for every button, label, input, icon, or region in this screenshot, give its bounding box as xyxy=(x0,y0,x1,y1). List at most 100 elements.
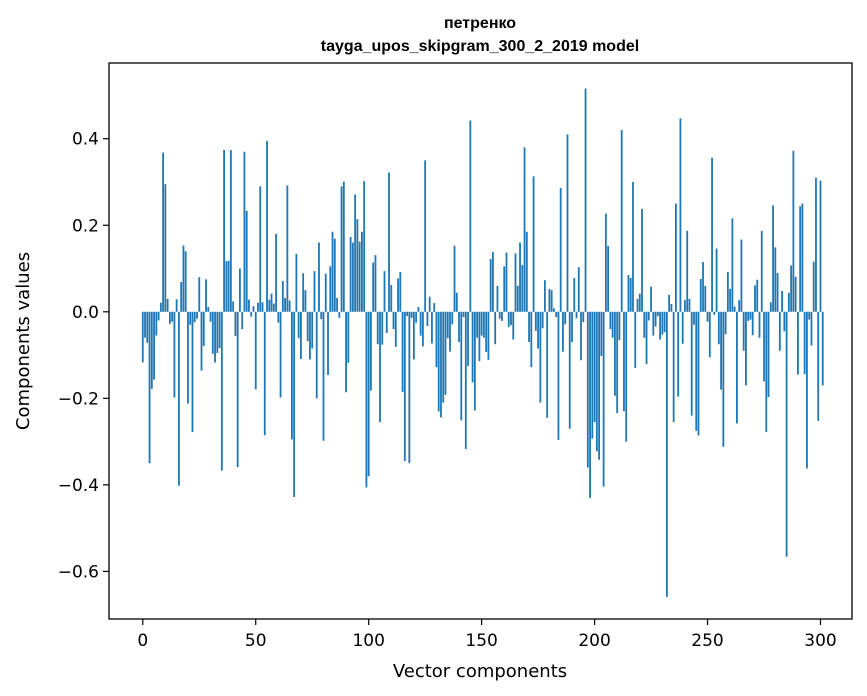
chart-title-line-2: tayga_upos_skipgram_300_2_2019 model xyxy=(321,38,639,55)
x-tick-label: 150 xyxy=(465,631,497,651)
bar-198 xyxy=(589,311,591,498)
y-tick-label: 0.4 xyxy=(72,130,99,150)
bar-115 xyxy=(401,311,404,392)
bar-179 xyxy=(546,311,549,418)
bar-125 xyxy=(424,160,427,312)
bar-15 xyxy=(175,299,178,312)
bar-129 xyxy=(433,303,436,312)
bar-289 xyxy=(794,276,797,312)
bar-152 xyxy=(485,311,488,353)
bar-130 xyxy=(435,311,438,368)
bar-147 xyxy=(473,311,476,411)
bar-273 xyxy=(758,311,761,338)
bar-108 xyxy=(385,311,388,333)
bar-285 xyxy=(785,311,788,557)
bar-156 xyxy=(494,311,497,345)
bar-105 xyxy=(379,311,381,423)
bar-38 xyxy=(227,260,230,312)
bar-95 xyxy=(356,219,359,312)
bar-243 xyxy=(690,311,693,416)
bar-245 xyxy=(695,311,698,431)
bar-177 xyxy=(541,311,544,329)
bar-197 xyxy=(586,311,589,468)
bar-266 xyxy=(742,311,745,351)
bar-206 xyxy=(607,246,610,312)
bar-189 xyxy=(568,311,571,429)
bar-204 xyxy=(602,311,605,487)
bar-0 xyxy=(141,311,144,363)
bar-49 xyxy=(252,306,255,312)
bar-64 xyxy=(286,185,289,312)
bar-12 xyxy=(168,311,171,324)
bar-11 xyxy=(166,298,169,312)
bar-193 xyxy=(577,267,580,312)
bar-85 xyxy=(333,238,336,312)
bar-83 xyxy=(329,266,332,312)
bar-187 xyxy=(564,311,567,325)
bar-72 xyxy=(304,290,307,312)
bar-110 xyxy=(390,284,393,312)
bar-150 xyxy=(480,311,483,336)
bar-275 xyxy=(763,311,765,382)
bar-236 xyxy=(675,203,677,312)
bar-101 xyxy=(370,311,372,391)
bar-220 xyxy=(638,293,641,312)
bar-234 xyxy=(670,304,673,312)
bar-173 xyxy=(532,176,535,312)
x-tick-label: 300 xyxy=(804,631,836,651)
bar-169 xyxy=(523,147,526,312)
bar-8 xyxy=(159,302,162,312)
bar-270 xyxy=(751,311,754,336)
x-tick-label: 250 xyxy=(691,631,723,651)
bar-201 xyxy=(595,311,598,452)
bar-253 xyxy=(713,311,716,315)
bar-203 xyxy=(600,311,603,356)
bar-58 xyxy=(272,303,275,312)
bar-222 xyxy=(643,311,646,338)
bar-46 xyxy=(245,210,248,312)
bar-299 xyxy=(817,311,820,421)
bar-165 xyxy=(514,253,517,312)
bar-265 xyxy=(740,239,743,312)
bar-100 xyxy=(367,311,370,477)
bar-68 xyxy=(295,253,298,312)
y-tick-label: −0.6 xyxy=(58,562,99,582)
bar-178 xyxy=(543,280,546,312)
bar-112 xyxy=(394,311,397,347)
bar-134 xyxy=(444,311,447,395)
bar-213 xyxy=(623,311,625,412)
bar-208 xyxy=(611,311,614,338)
bar-233 xyxy=(668,294,671,312)
bar-65 xyxy=(288,300,291,312)
bar-55 xyxy=(266,140,268,312)
bar-229 xyxy=(659,311,661,340)
bar-259 xyxy=(726,271,729,312)
bar-16 xyxy=(178,311,180,486)
bar-251 xyxy=(708,311,711,358)
bar-80 xyxy=(322,311,325,441)
bar-190 xyxy=(571,311,573,343)
bar-194 xyxy=(580,311,582,361)
bar-88 xyxy=(340,186,343,312)
bar-240 xyxy=(684,300,686,312)
x-axis: 0 50 100 150 200 250 300 xyxy=(137,619,837,651)
bar-167 xyxy=(519,242,521,312)
y-tick-label: −0.2 xyxy=(58,389,99,409)
bar-151 xyxy=(482,311,485,338)
bar-76 xyxy=(313,271,316,312)
bar-180 xyxy=(548,288,551,312)
bar-221 xyxy=(641,208,643,312)
bar-121 xyxy=(415,311,418,323)
bar-159 xyxy=(501,311,503,321)
bar-205 xyxy=(604,213,607,312)
y-tick-label: 0.0 xyxy=(72,303,99,323)
bar-160 xyxy=(503,266,506,312)
bar-149 xyxy=(478,311,481,362)
bar-295 xyxy=(808,311,811,320)
bar-111 xyxy=(392,311,395,330)
x-tick-label: 200 xyxy=(578,631,610,651)
bar-127 xyxy=(428,296,431,312)
bar-140 xyxy=(458,311,460,343)
bar-98 xyxy=(363,181,366,312)
bar-223 xyxy=(645,311,648,365)
